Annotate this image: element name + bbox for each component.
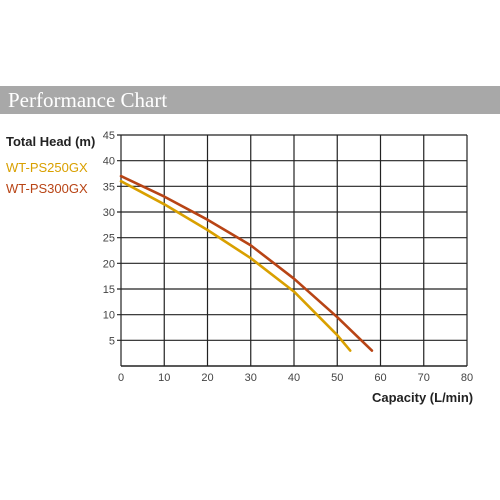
- y-tick-label-10: 10: [103, 310, 115, 322]
- x-tick-label-60: 60: [374, 372, 386, 384]
- y-tick-label-35: 35: [103, 181, 115, 193]
- y-axis-label: Total Head (m): [6, 134, 96, 149]
- x-tick-label-50: 50: [331, 372, 343, 384]
- legend-item-wt-ps250gx: WT-PS250GX: [6, 160, 88, 175]
- y-tick-label-15: 15: [103, 284, 115, 296]
- page-title: Performance Chart: [8, 88, 168, 112]
- y-tick-label-20: 20: [103, 258, 115, 270]
- series-line-wt-ps250gx: [119, 179, 352, 352]
- y-tick-label-30: 30: [103, 207, 115, 219]
- y-tick-label-25: 25: [103, 233, 115, 245]
- y-tick-label-45: 45: [103, 130, 115, 142]
- x-tick-label-40: 40: [288, 372, 300, 384]
- x-tick-label-70: 70: [418, 372, 430, 384]
- series-line-wt-ps300gx: [119, 174, 374, 352]
- x-tick-label-80: 80: [461, 372, 473, 384]
- x-tick-label-10: 10: [158, 372, 170, 384]
- x-tick-label-0: 0: [118, 372, 124, 384]
- legend-item-wt-ps300gx: WT-PS300GX: [6, 181, 88, 196]
- chart-grid: [117, 134, 468, 367]
- x-tick-label-20: 20: [201, 372, 213, 384]
- x-tick-label-30: 30: [245, 372, 257, 384]
- series-lines: [119, 174, 374, 352]
- x-axis-label: Capacity (L/min): [372, 390, 474, 405]
- y-tick-label-5: 5: [109, 335, 115, 347]
- title-banner: Performance Chart: [0, 86, 500, 114]
- y-tick-label-40: 40: [103, 156, 115, 168]
- tick-labels: 0 10 20 30 40 50 60 70 80 5 10 15 20 25 30 35 40 45: [103, 130, 473, 384]
